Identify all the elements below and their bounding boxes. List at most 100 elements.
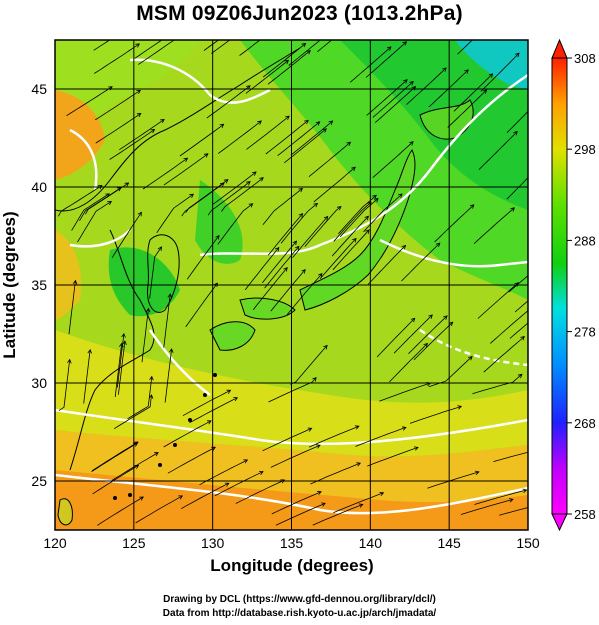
streamline-arrowhead bbox=[219, 123, 225, 129]
streamline bbox=[477, 282, 519, 319]
streamline-arrowhead bbox=[541, 94, 545, 98]
colorbar-tick-label: 288 bbox=[574, 233, 596, 248]
streamline-arrowhead bbox=[278, 23, 282, 27]
colorbar-tick-label: 268 bbox=[574, 416, 596, 431]
streamline-arrowhead bbox=[464, 69, 469, 74]
streamline-arrowhead bbox=[145, 307, 151, 313]
streamline-arrowhead bbox=[116, 187, 122, 192]
streamline bbox=[156, 193, 194, 234]
streamline-arrowhead bbox=[328, 120, 334, 125]
streamline-arrowhead bbox=[137, 211, 142, 217]
streamline-arrowhead bbox=[107, 200, 113, 206]
streamline-arrowhead bbox=[547, 304, 551, 308]
colorbar-gradient bbox=[551, 57, 568, 515]
streamline bbox=[317, 40, 333, 53]
streamline-arrowhead bbox=[213, 282, 218, 288]
streamline-arrowhead bbox=[105, 193, 110, 198]
x-tick-label: 120 bbox=[43, 535, 67, 551]
streamline-arrowhead bbox=[312, 376, 317, 382]
streamline-arrowhead bbox=[510, 207, 516, 212]
streamline bbox=[92, 464, 139, 495]
streamline-arrowhead bbox=[301, 268, 306, 274]
y-tick-label: 30 bbox=[31, 375, 47, 391]
streamline-arrowhead bbox=[469, 204, 475, 209]
streamline-arrowhead bbox=[517, 373, 523, 379]
streamline-arrowhead bbox=[474, 470, 480, 475]
streamline-arrowhead bbox=[233, 397, 239, 402]
streamline bbox=[447, 89, 487, 128]
streamline bbox=[141, 308, 149, 363]
streamline-arrowhead bbox=[292, 240, 298, 246]
streamline-arrowhead bbox=[488, 73, 494, 78]
map-frame bbox=[54, 39, 529, 531]
streamline-arrowhead bbox=[336, 205, 342, 211]
streamline-arrowhead bbox=[352, 237, 357, 243]
streamline-arrowhead bbox=[306, 50, 311, 55]
streamline bbox=[434, 204, 475, 243]
streamline-arrowhead bbox=[355, 17, 359, 21]
streamline-arrowhead bbox=[215, 234, 220, 240]
streamline bbox=[149, 246, 162, 299]
streamline-arrowhead bbox=[401, 244, 407, 250]
streamline bbox=[393, 314, 433, 354]
streamline-arrowhead bbox=[372, 194, 377, 200]
streamline bbox=[374, 86, 416, 123]
streamline bbox=[185, 179, 229, 214]
streamline bbox=[367, 447, 419, 467]
streamline-arrowhead bbox=[285, 115, 290, 121]
streamline bbox=[114, 343, 123, 398]
streamline bbox=[310, 462, 361, 485]
streamline-arrowhead bbox=[548, 501, 552, 505]
streamline bbox=[514, 300, 528, 313]
streamline bbox=[267, 213, 303, 256]
streamline-arrowhead bbox=[508, 498, 514, 503]
streamline bbox=[186, 235, 220, 280]
streamline bbox=[235, 479, 285, 504]
streamline-arrowhead bbox=[167, 293, 173, 298]
streamline bbox=[118, 341, 126, 395]
streamline bbox=[211, 40, 231, 54]
streamline-arrowhead bbox=[226, 389, 232, 394]
streamline bbox=[111, 452, 159, 481]
streamline-arrowhead bbox=[173, 10, 177, 14]
y-tick-label: 25 bbox=[31, 473, 47, 489]
streamline bbox=[483, 336, 525, 373]
streamline bbox=[71, 193, 110, 231]
streamline bbox=[83, 349, 91, 404]
streamline bbox=[217, 203, 253, 245]
x-axis-label: Longitude (degrees) bbox=[210, 556, 374, 575]
streamline bbox=[164, 348, 172, 403]
streamline bbox=[275, 502, 326, 526]
streamline-arrowhead bbox=[386, 46, 392, 51]
streamline-arrowhead bbox=[133, 442, 139, 447]
streamline-arrowhead bbox=[148, 394, 154, 399]
streamline-arrowhead bbox=[157, 246, 162, 251]
streamline bbox=[179, 123, 224, 157]
streamline-arrowhead bbox=[442, 67, 447, 72]
streamline-arrowhead bbox=[150, 129, 156, 134]
streamline bbox=[163, 420, 212, 448]
y-tick-label: 35 bbox=[31, 277, 47, 293]
streamline-arrowhead bbox=[136, 113, 142, 118]
streamline-arrowhead bbox=[248, 203, 254, 208]
streamline bbox=[460, 499, 514, 515]
streamline bbox=[506, 177, 528, 200]
colorbar-ticks: 308 298 288 278 268 258 bbox=[567, 51, 596, 522]
streamline bbox=[480, 52, 520, 92]
streamline bbox=[246, 115, 290, 150]
streamline bbox=[372, 81, 414, 118]
streamline bbox=[267, 50, 311, 85]
streamline bbox=[239, 40, 261, 56]
streamline-arrowhead bbox=[435, 242, 441, 248]
x-tick-label: 150 bbox=[516, 535, 540, 551]
streamline bbox=[262, 188, 303, 226]
streamline-arrowhead bbox=[280, 479, 286, 484]
streamline bbox=[474, 489, 527, 505]
streamline bbox=[333, 492, 384, 514]
streamline-arrowhead bbox=[346, 141, 352, 147]
streamline bbox=[262, 427, 312, 452]
streamline bbox=[135, 495, 183, 524]
colorbar-tick-label: 278 bbox=[574, 325, 596, 340]
colorbar-tick-label: 298 bbox=[574, 142, 596, 157]
